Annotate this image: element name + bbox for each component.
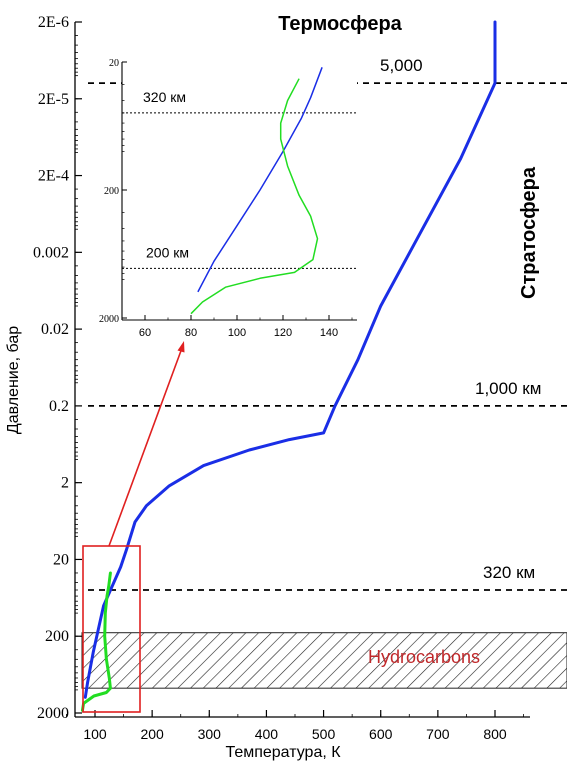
- y-tick-label: 2E-6: [38, 14, 69, 31]
- hydrocarbon-band-group: [81, 632, 567, 689]
- x-tick-label: 500: [312, 726, 336, 742]
- y-tick-label: 0.02: [41, 321, 69, 338]
- side-label: Стратосфера: [518, 166, 540, 299]
- zoom-arrow-line: [108, 347, 183, 547]
- zoom-indicator-group: [82, 341, 185, 713]
- inset-x-tick-label: 100: [228, 327, 246, 339]
- inset-group: 20 200 2000 60 80 100 120 140 320 км 200 км: [99, 58, 357, 339]
- main-series-group: [80, 20, 497, 712]
- inset-x-tick-label: 60: [139, 327, 151, 339]
- x-tick-label: 700: [426, 726, 450, 742]
- inset-green-line: [190, 78, 319, 315]
- hydrocarbon-band: [81, 632, 567, 689]
- y-tick-label: 0.002: [33, 244, 69, 261]
- chart-title: Термосфера: [278, 13, 402, 35]
- y-axis-label: Давление, бар: [5, 326, 22, 434]
- level-label: 1,000 км: [475, 379, 541, 398]
- level-label: 320 км: [483, 563, 535, 582]
- zoom-box: [82, 545, 141, 713]
- x-axis-label: Температура, К: [225, 744, 341, 761]
- zoom-arrow-head: [177, 341, 185, 353]
- inset-level-label: 320 км: [143, 89, 186, 105]
- y-tick-label: 200: [45, 628, 69, 645]
- y-tick-label: 2000: [37, 705, 69, 722]
- inset-y-tick-label: 200: [104, 186, 119, 197]
- inset-x-tick-label: 120: [274, 327, 292, 339]
- inset-x-tick-label: 80: [185, 327, 197, 339]
- y-tick-label: 2E-4: [38, 168, 69, 185]
- inset-temperature-line: [197, 67, 323, 293]
- x-tick-label: 300: [198, 726, 222, 742]
- main-axes-group: 2E-6 2E-5 2E-4 0.002 0.02 0.2 2 20 200 2000 100 200…: [33, 14, 530, 742]
- band-label: Hydrocarbons: [368, 647, 480, 667]
- y-tick-label: 20: [53, 551, 69, 568]
- x-tick-label: 600: [369, 726, 393, 742]
- x-tick-label: 800: [483, 726, 507, 742]
- x-tick-label: 200: [140, 726, 164, 742]
- x-tick-label: 400: [255, 726, 279, 742]
- inset-y-tick-label: 2000: [99, 314, 119, 325]
- y-tick-label: 2E-5: [38, 91, 69, 108]
- inset-x-tick-label: 140: [320, 327, 338, 339]
- green-profile-line: [80, 571, 112, 712]
- y-tick-label: 0.2: [49, 398, 69, 415]
- inset-y-tick-label: 20: [109, 58, 119, 69]
- y-tick-label: 2: [61, 475, 69, 492]
- level-label: 5,000: [380, 56, 423, 75]
- inset-background: [122, 62, 357, 320]
- inset-level-label: 200 км: [146, 244, 189, 260]
- x-tick-label: 100: [83, 726, 107, 742]
- label-group: Термосфера Температура, К Давление, бар Стр…: [5, 13, 541, 761]
